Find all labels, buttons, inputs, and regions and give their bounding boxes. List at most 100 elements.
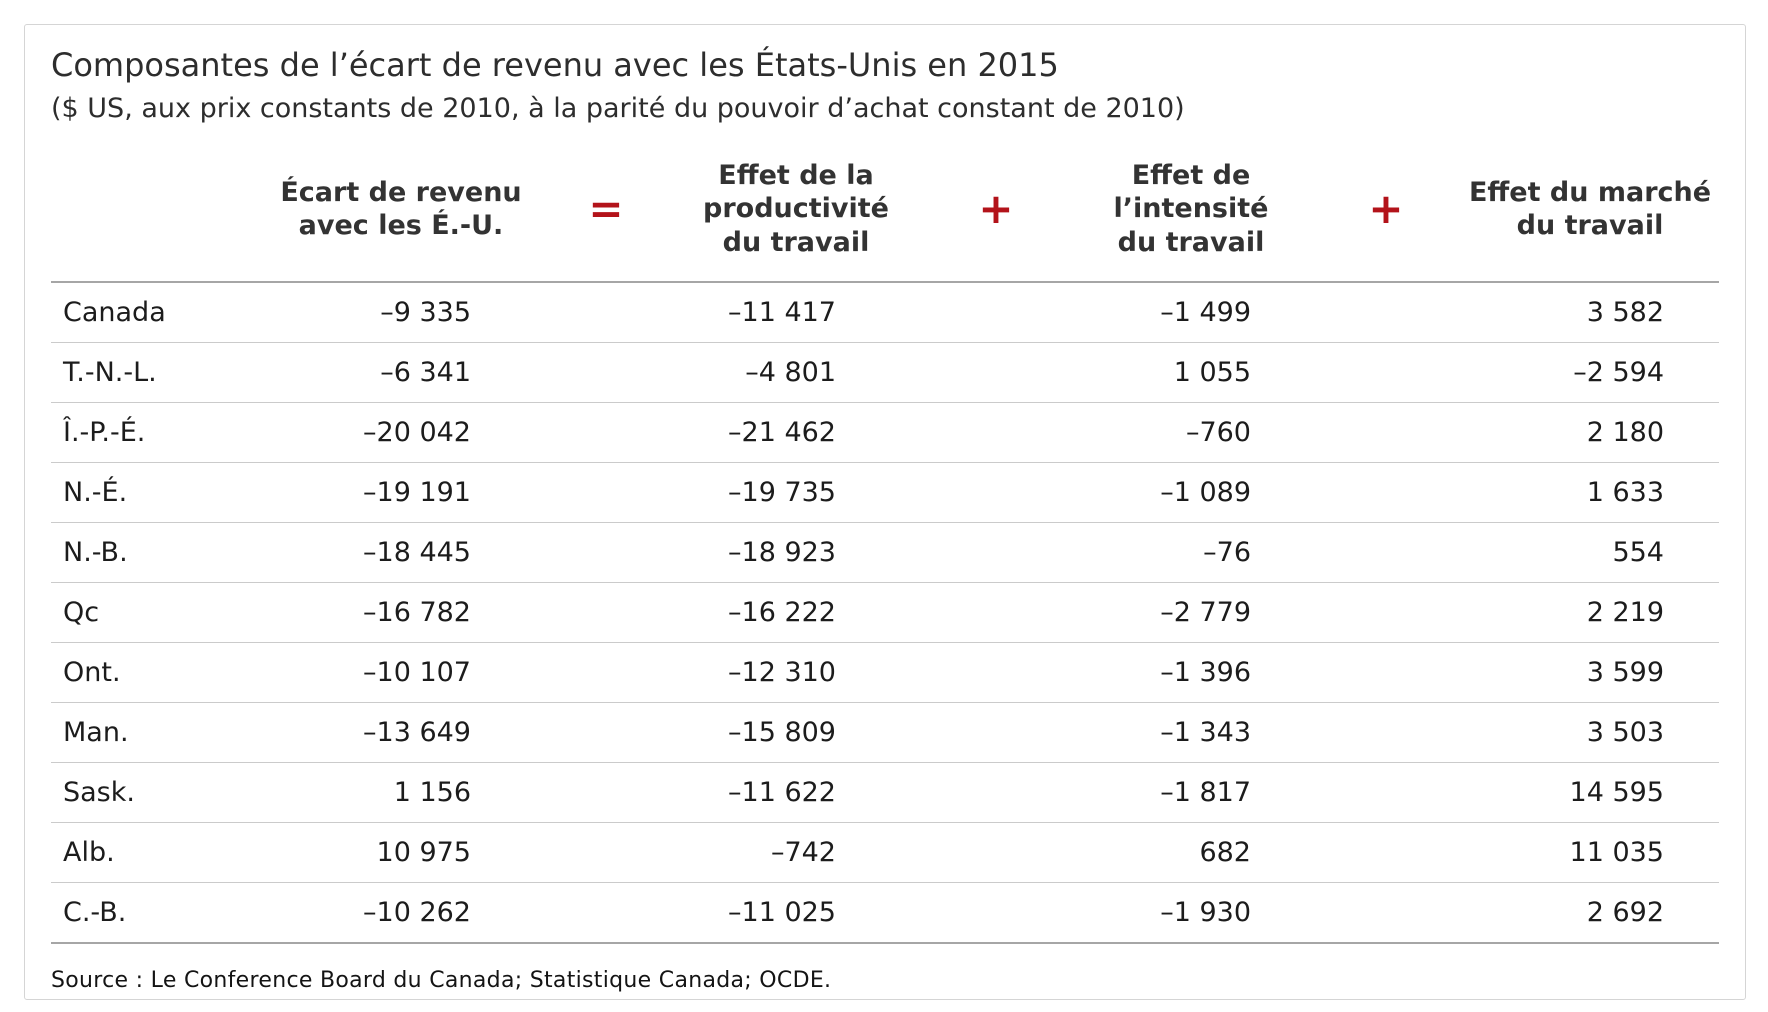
cell-labour-market-effect: 554 <box>1461 522 1719 583</box>
cell-productivity-effect: –21 462 <box>671 402 921 463</box>
cell-income-gap: –6 341 <box>261 342 541 403</box>
cell-intensity-effect: –76 <box>1071 522 1311 583</box>
operator-spacer <box>921 402 1071 463</box>
cell-intensity-effect: –760 <box>1071 402 1311 463</box>
data-table: Écart de revenu avec les É.-U. = Effet d… <box>51 158 1719 945</box>
cell-income-gap: –13 649 <box>261 702 541 763</box>
table-row: Qc –16 782 –16 222 –2 779 2 219 <box>51 582 1719 643</box>
operator-spacer <box>541 582 671 643</box>
cell-intensity-effect: –1 499 <box>1071 281 1311 343</box>
table-row: N.-B. –18 445 –18 923 –76 554 <box>51 522 1719 583</box>
cell-intensity-effect: –1 930 <box>1071 882 1311 945</box>
source-note: Source : Le Conference Board du Canada; … <box>51 968 832 994</box>
cell-labour-market-effect: 3 582 <box>1461 281 1719 343</box>
cell-productivity-effect: –16 222 <box>671 582 921 643</box>
cell-productivity-effect: –11 622 <box>671 762 921 823</box>
row-label: T.-N.-L. <box>51 342 261 403</box>
cell-productivity-effect: –12 310 <box>671 642 921 703</box>
equals-operator: = <box>588 184 624 234</box>
figure-panel: Composantes de l’écart de revenu avec le… <box>24 24 1746 1000</box>
column-header-productivity-effect: Effet de la productivité du travail <box>703 160 889 258</box>
operator-spacer <box>541 462 671 523</box>
operator-spacer <box>541 762 671 823</box>
operator-spacer <box>921 822 1071 883</box>
operator-spacer <box>1311 522 1461 583</box>
operator-spacer <box>541 882 671 945</box>
cell-income-gap: –10 262 <box>261 882 541 945</box>
cell-intensity-effect: –1 343 <box>1071 702 1311 763</box>
cell-productivity-effect: –742 <box>671 822 921 883</box>
cell-productivity-effect: –15 809 <box>671 702 921 763</box>
cell-income-gap: –19 191 <box>261 462 541 523</box>
operator-spacer <box>1311 402 1461 463</box>
operator-spacer <box>921 342 1071 403</box>
row-label: N.-É. <box>51 462 261 523</box>
table-row: Canada –9 335 –11 417 –1 499 3 582 <box>51 281 1719 343</box>
cell-labour-market-effect: 14 595 <box>1461 762 1719 823</box>
cell-labour-market-effect: 2 692 <box>1461 882 1719 945</box>
row-label: Î.-P.-É. <box>51 402 261 463</box>
column-header-income-gap: Écart de revenu avec les É.-U. <box>280 176 522 242</box>
row-label: Ont. <box>51 642 261 703</box>
row-label: Sask. <box>51 762 261 823</box>
cell-productivity-effect: –11 417 <box>671 281 921 343</box>
operator-spacer <box>1311 702 1461 763</box>
operator-spacer <box>541 702 671 763</box>
operator-spacer <box>921 522 1071 583</box>
operator-spacer <box>1311 462 1461 523</box>
operator-spacer <box>541 342 671 403</box>
figure-title: Composantes de l’écart de revenu avec le… <box>51 46 1059 84</box>
operator-spacer <box>921 462 1071 523</box>
row-label: Canada <box>51 281 261 343</box>
operator-spacer <box>921 281 1071 343</box>
cell-intensity-effect: –1 396 <box>1071 642 1311 703</box>
row-label: Alb. <box>51 822 261 883</box>
operator-spacer <box>921 702 1071 763</box>
cell-intensity-effect: –1 089 <box>1071 462 1311 523</box>
cell-labour-market-effect: –2 594 <box>1461 342 1719 403</box>
operator-spacer <box>1311 822 1461 883</box>
cell-productivity-effect: –19 735 <box>671 462 921 523</box>
table-row: T.-N.-L. –6 341 –4 801 1 055 –2 594 <box>51 342 1719 403</box>
operator-spacer <box>921 882 1071 945</box>
table-row: Î.-P.-É. –20 042 –21 462 –760 2 180 <box>51 402 1719 463</box>
cell-income-gap: 10 975 <box>261 822 541 883</box>
figure-subtitle: ($ US, aux prix constants de 2010, à la … <box>51 93 1185 124</box>
operator-spacer <box>921 762 1071 823</box>
cell-labour-market-effect: 2 180 <box>1461 402 1719 463</box>
cell-productivity-effect: –4 801 <box>671 342 921 403</box>
cell-labour-market-effect: 1 633 <box>1461 462 1719 523</box>
operator-spacer <box>1311 642 1461 703</box>
table-row: C.-B. –10 262 –11 025 –1 930 2 692 <box>51 882 1719 945</box>
row-label: Qc <box>51 582 261 643</box>
operator-spacer <box>921 582 1071 643</box>
header-row: Écart de revenu avec les É.-U. = Effet d… <box>51 158 1719 282</box>
cell-income-gap: 1 156 <box>261 762 541 823</box>
column-header-labour-market-effect: Effet du marché du travail <box>1468 176 1712 242</box>
table-row: N.-É. –19 191 –19 735 –1 089 1 633 <box>51 462 1719 523</box>
cell-income-gap: –10 107 <box>261 642 541 703</box>
cell-labour-market-effect: 3 503 <box>1461 702 1719 763</box>
cell-labour-market-effect: 2 219 <box>1461 582 1719 643</box>
table-row: Alb. 10 975 –742 682 11 035 <box>51 822 1719 883</box>
operator-spacer <box>1311 882 1461 945</box>
row-label: Man. <box>51 702 261 763</box>
table-row: Man. –13 649 –15 809 –1 343 3 503 <box>51 702 1719 763</box>
cell-income-gap: –16 782 <box>261 582 541 643</box>
cell-productivity-effect: –11 025 <box>671 882 921 945</box>
operator-spacer <box>1311 762 1461 823</box>
cell-income-gap: –18 445 <box>261 522 541 583</box>
operator-spacer <box>541 642 671 703</box>
cell-intensity-effect: 682 <box>1071 822 1311 883</box>
operator-spacer <box>541 822 671 883</box>
table-row: Sask. 1 156 –11 622 –1 817 14 595 <box>51 762 1719 823</box>
operator-spacer <box>921 642 1071 703</box>
column-header-intensity-effect: Effet de l’intensité du travail <box>1113 160 1269 258</box>
cell-income-gap: –20 042 <box>261 402 541 463</box>
row-label: N.-B. <box>51 522 261 583</box>
table-body: Canada –9 335 –11 417 –1 499 3 582 T.-N.… <box>51 281 1719 945</box>
cell-intensity-effect: –2 779 <box>1071 582 1311 643</box>
row-label-header <box>51 158 261 282</box>
operator-spacer <box>1311 582 1461 643</box>
row-label: C.-B. <box>51 882 261 945</box>
